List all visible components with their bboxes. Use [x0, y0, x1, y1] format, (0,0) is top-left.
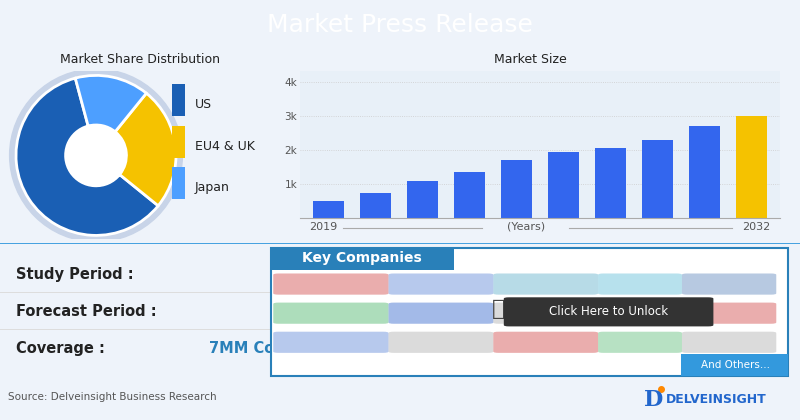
Circle shape	[66, 125, 126, 186]
Bar	[642, 140, 673, 218]
FancyBboxPatch shape	[274, 273, 389, 295]
Bar	[172, 126, 186, 158]
Text: 2019: 2019	[310, 222, 338, 232]
Text: DELVEINSIGHT: DELVEINSIGHT	[666, 394, 766, 406]
Circle shape	[10, 69, 182, 242]
Text: Coverage :: Coverage :	[16, 341, 110, 357]
Text: 10 Year: 10 Year	[371, 304, 433, 319]
Text: D: D	[644, 389, 663, 411]
Text: Study Period :: Study Period :	[16, 267, 139, 282]
Text: 2019-2032: 2019-2032	[302, 267, 390, 282]
Bar	[454, 172, 485, 218]
FancyBboxPatch shape	[682, 273, 776, 295]
Text: 7MM Coverage: 7MM Coverage	[210, 341, 332, 357]
Text: US: US	[195, 98, 212, 111]
Bar	[690, 126, 720, 218]
Text: Forecast Period :: Forecast Period :	[16, 304, 162, 319]
FancyBboxPatch shape	[274, 332, 389, 353]
Text: 2032: 2032	[742, 222, 770, 232]
Text: Key Companies: Key Companies	[302, 251, 422, 265]
Wedge shape	[16, 78, 158, 235]
FancyBboxPatch shape	[681, 354, 788, 376]
Bar	[172, 167, 186, 199]
FancyBboxPatch shape	[389, 302, 494, 324]
FancyBboxPatch shape	[504, 297, 714, 326]
FancyBboxPatch shape	[598, 302, 682, 324]
Bar	[360, 193, 390, 218]
FancyBboxPatch shape	[389, 273, 494, 295]
Bar	[172, 84, 186, 116]
Bar	[595, 148, 626, 218]
Text: Market Press Release: Market Press Release	[267, 13, 533, 37]
FancyBboxPatch shape	[494, 273, 598, 295]
Bar	[313, 201, 343, 218]
FancyBboxPatch shape	[274, 302, 389, 324]
Bar	[407, 181, 438, 218]
Text: (Years): (Years)	[506, 222, 545, 232]
Text: Japan: Japan	[195, 181, 230, 194]
FancyBboxPatch shape	[270, 248, 454, 270]
Text: Market Share Distribution: Market Share Distribution	[60, 53, 220, 66]
FancyBboxPatch shape	[270, 248, 788, 376]
Text: Source: Delveinsight Business Research: Source: Delveinsight Business Research	[8, 392, 217, 402]
Bar	[548, 152, 579, 218]
FancyBboxPatch shape	[682, 302, 776, 324]
Text: 🔒: 🔒	[492, 299, 506, 319]
FancyBboxPatch shape	[494, 302, 598, 324]
Bar	[501, 160, 532, 218]
FancyBboxPatch shape	[598, 332, 682, 353]
Text: Click Here to Unlock: Click Here to Unlock	[549, 305, 668, 318]
FancyBboxPatch shape	[494, 332, 598, 353]
Text: EU4 & UK: EU4 & UK	[195, 140, 255, 152]
FancyBboxPatch shape	[389, 332, 494, 353]
Text: Market Size: Market Size	[494, 53, 566, 66]
FancyBboxPatch shape	[682, 332, 776, 353]
Wedge shape	[75, 76, 146, 132]
Bar	[737, 116, 767, 218]
Text: And Others...: And Others...	[702, 360, 770, 370]
FancyBboxPatch shape	[598, 273, 682, 295]
Wedge shape	[115, 93, 176, 206]
